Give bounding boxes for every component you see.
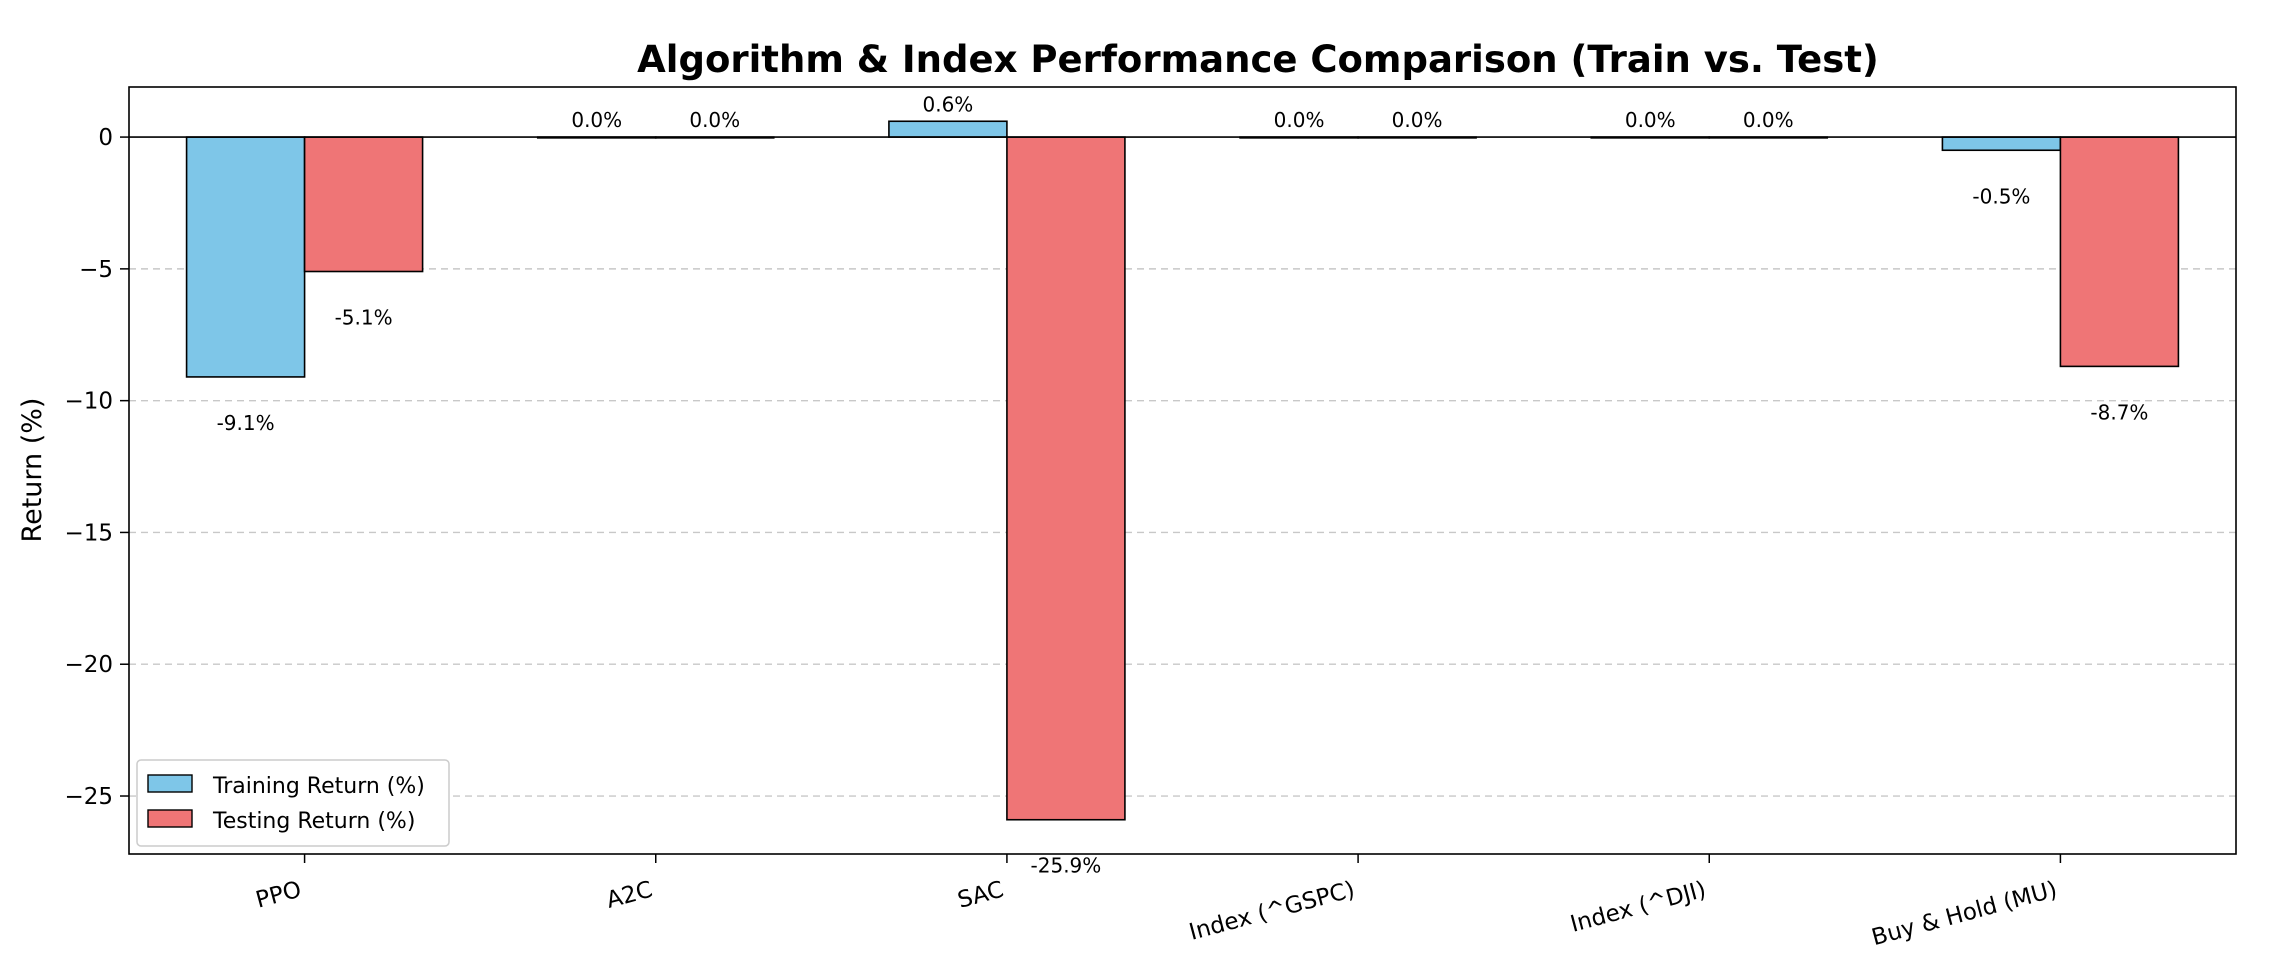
y-tick-label: −5	[79, 257, 113, 283]
x-tick-label: SAC	[955, 877, 1007, 914]
data-label: -0.5%	[1972, 184, 2030, 208]
bar	[185, 136, 306, 378]
bar	[1006, 136, 1126, 821]
x-tick-label: Buy & Hold (MU)	[1869, 877, 2060, 952]
y-tick-label: −10	[64, 389, 113, 415]
data-label: 0.6%	[923, 92, 974, 116]
data-label: 0.0%	[1743, 108, 1794, 132]
data-label: -9.1%	[217, 411, 275, 435]
grid-lines	[129, 268, 2236, 797]
legend-label-training: Training Return (%)	[212, 774, 425, 799]
bar	[2059, 136, 2180, 368]
y-tick-label: −15	[64, 520, 113, 546]
legend-swatch-testing	[147, 809, 193, 828]
data-label: -25.9%	[1031, 854, 1102, 878]
y-axis-ticks: 0 −5 −10 −15 −20 −25	[64, 125, 129, 810]
bar	[303, 136, 424, 273]
data-label: 0.0%	[689, 108, 740, 132]
bar	[888, 120, 1008, 138]
y-tick-label: 0	[98, 125, 113, 151]
chart-title: Algorithm & Index Performance Comparison…	[637, 38, 1879, 81]
bar	[1941, 136, 2062, 152]
x-tick-label: A2C	[604, 877, 656, 914]
data-label: 0.0%	[1625, 108, 1676, 132]
y-tick-label: −20	[64, 652, 113, 678]
y-tick-label: −25	[64, 784, 113, 810]
data-labels: -9.1% 0.0% 0.6% 0.0% 0.0% -0.5% -5.1% 0.0% -25.9…	[217, 92, 2149, 877]
y-axis-label: Return (%)	[17, 398, 48, 543]
x-tick-label: Index (^DJI)	[1568, 877, 1709, 938]
legend-label-testing: Testing Return (%)	[212, 809, 415, 834]
x-tick-label: Index (^GSPC)	[1187, 877, 1358, 946]
legend-swatch-training	[147, 774, 193, 793]
legend: Training Return (%) Testing Return (%)	[136, 759, 450, 847]
data-label: -8.7%	[2090, 400, 2148, 424]
legend-box	[136, 759, 450, 847]
plot-area-frame	[128, 86, 2237, 855]
data-label: -5.1%	[335, 306, 393, 330]
bars	[185, 120, 2180, 821]
x-axis-ticks: PPO A2C SAC Index (^GSPC) Index (^DJI) Buy & …	[253, 854, 2062, 952]
data-label: 0.0%	[571, 108, 622, 132]
x-tick-label: PPO	[253, 877, 304, 914]
data-label: 0.0%	[1274, 108, 1325, 132]
data-label: 0.0%	[1392, 108, 1443, 132]
